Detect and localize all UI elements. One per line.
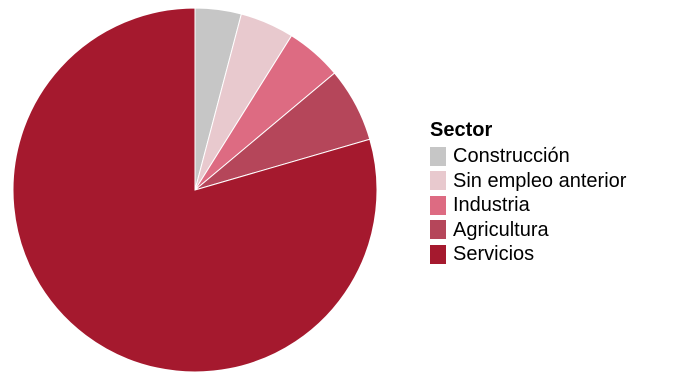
- pie-slice-4: [12, 7, 378, 373]
- legend-swatch: [430, 146, 446, 166]
- pie-slices: [12, 7, 378, 373]
- legend-title: Sector: [430, 119, 493, 141]
- legend-label: Sin empleo anterior: [453, 169, 627, 192]
- legend-label: Servicios: [453, 243, 535, 266]
- legend-swatch: [430, 195, 446, 215]
- legend-label: Industria: [453, 194, 530, 217]
- legend-label: Agricultura: [453, 218, 549, 241]
- legend-items: Construcción Sin empleo anterior Industria…: [430, 144, 626, 267]
- legend-label: Construcción: [453, 145, 570, 168]
- legend-item: Construcción: [430, 144, 626, 169]
- legend-item: Servicios: [430, 242, 626, 267]
- legend-swatch: [430, 244, 446, 264]
- legend-item: Industria: [430, 193, 626, 218]
- legend-swatch: [430, 220, 446, 240]
- legend-item: Agricultura: [430, 218, 626, 243]
- legend-item: Sin empleo anterior: [430, 169, 626, 194]
- legend-swatch: [430, 171, 446, 191]
- legend: Sector Construcción Sin empleo anterior In…: [430, 119, 626, 267]
